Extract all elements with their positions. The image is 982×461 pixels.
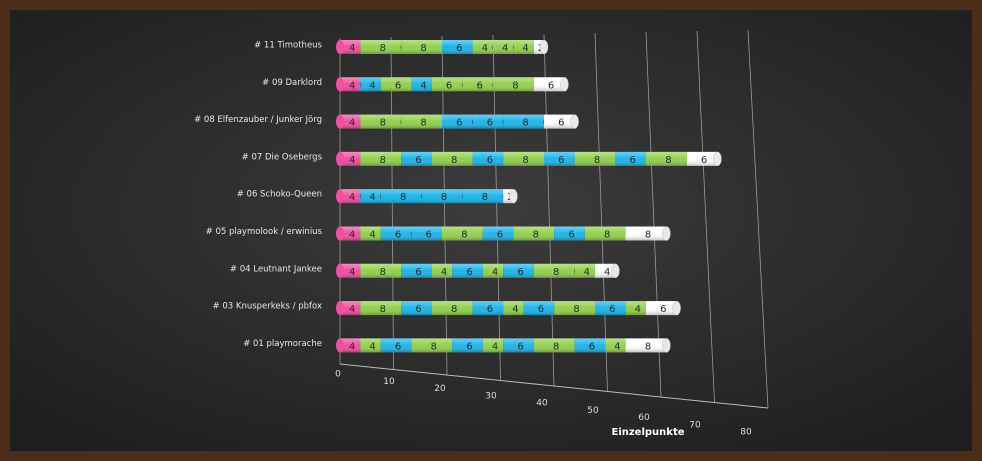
grid-line	[747, 29, 769, 409]
bar-shine	[340, 77, 565, 92]
y-tick-label: # 11 Timotheus	[254, 41, 322, 51]
y-tick-label: # 01 playmorache	[243, 339, 322, 349]
y-tick-label: # 09 Darklord	[262, 78, 322, 88]
bar-cap	[662, 226, 671, 241]
bar-start-cap	[336, 226, 344, 241]
y-tick-label: # 05 playmolook / erwinius	[206, 227, 323, 237]
bar-shine	[340, 40, 544, 54]
bar-shine	[340, 114, 575, 129]
x-tick-label: 60	[638, 413, 650, 423]
bar-cap	[713, 151, 722, 167]
bar-cap	[539, 39, 549, 55]
x-tick-label: 70	[689, 420, 701, 430]
bar-start-cap	[336, 40, 344, 54]
x-axis-line	[339, 363, 769, 409]
bar-shine	[340, 189, 514, 204]
bar-cap	[611, 263, 620, 279]
y-tick-label: # 04 Leutnant Jankee	[230, 264, 322, 274]
x-tick-label: 80	[740, 428, 752, 438]
grid-line	[543, 33, 555, 387]
y-tick-label: # 06 Schoko-Queen	[237, 190, 322, 200]
bar-shine	[340, 263, 616, 278]
bar-shine	[340, 338, 667, 353]
bar-cap	[672, 300, 681, 316]
x-tick-label: 40	[536, 399, 548, 409]
bars: # 11 Timotheus48086404042# 09 Darklord40…	[194, 39, 722, 353]
grid-line	[492, 34, 501, 381]
grid-line	[594, 32, 608, 392]
bar-shine	[340, 226, 667, 241]
x-tick-label: 30	[485, 391, 497, 401]
bar-start-cap	[336, 77, 344, 92]
grid-line	[696, 30, 715, 403]
x-tick-label: 50	[587, 406, 599, 416]
bar-cap	[509, 188, 518, 204]
bar-start-cap	[336, 338, 344, 353]
x-tick-label: 10	[383, 377, 395, 387]
y-tick-label: # 08 Elfenzauber / Junker Jörg	[194, 115, 322, 125]
grid-line	[441, 35, 448, 376]
x-axis-title: Einzelpunkte	[611, 427, 684, 438]
bar-start-cap	[336, 189, 344, 204]
bar-shine	[340, 151, 718, 166]
grid-line	[645, 31, 662, 398]
y-tick-label: # 03 Knusperkeks / pbfox	[213, 302, 322, 312]
bar-cap	[662, 338, 671, 353]
bar-cap	[570, 114, 579, 129]
bar-start-cap	[336, 263, 344, 278]
bar-cap	[560, 77, 569, 92]
bar-start-cap	[336, 301, 344, 316]
x-tick-label: 20	[434, 384, 446, 394]
x-tick-label: 0	[335, 370, 341, 380]
bar-start-cap	[336, 151, 344, 166]
grid: 0 10 20 30 40 50 60 70 80	[335, 29, 769, 438]
bar-shine	[340, 301, 677, 316]
y-tick-label: # 07 Die Osebergs	[242, 152, 323, 162]
bar-start-cap	[336, 114, 344, 129]
